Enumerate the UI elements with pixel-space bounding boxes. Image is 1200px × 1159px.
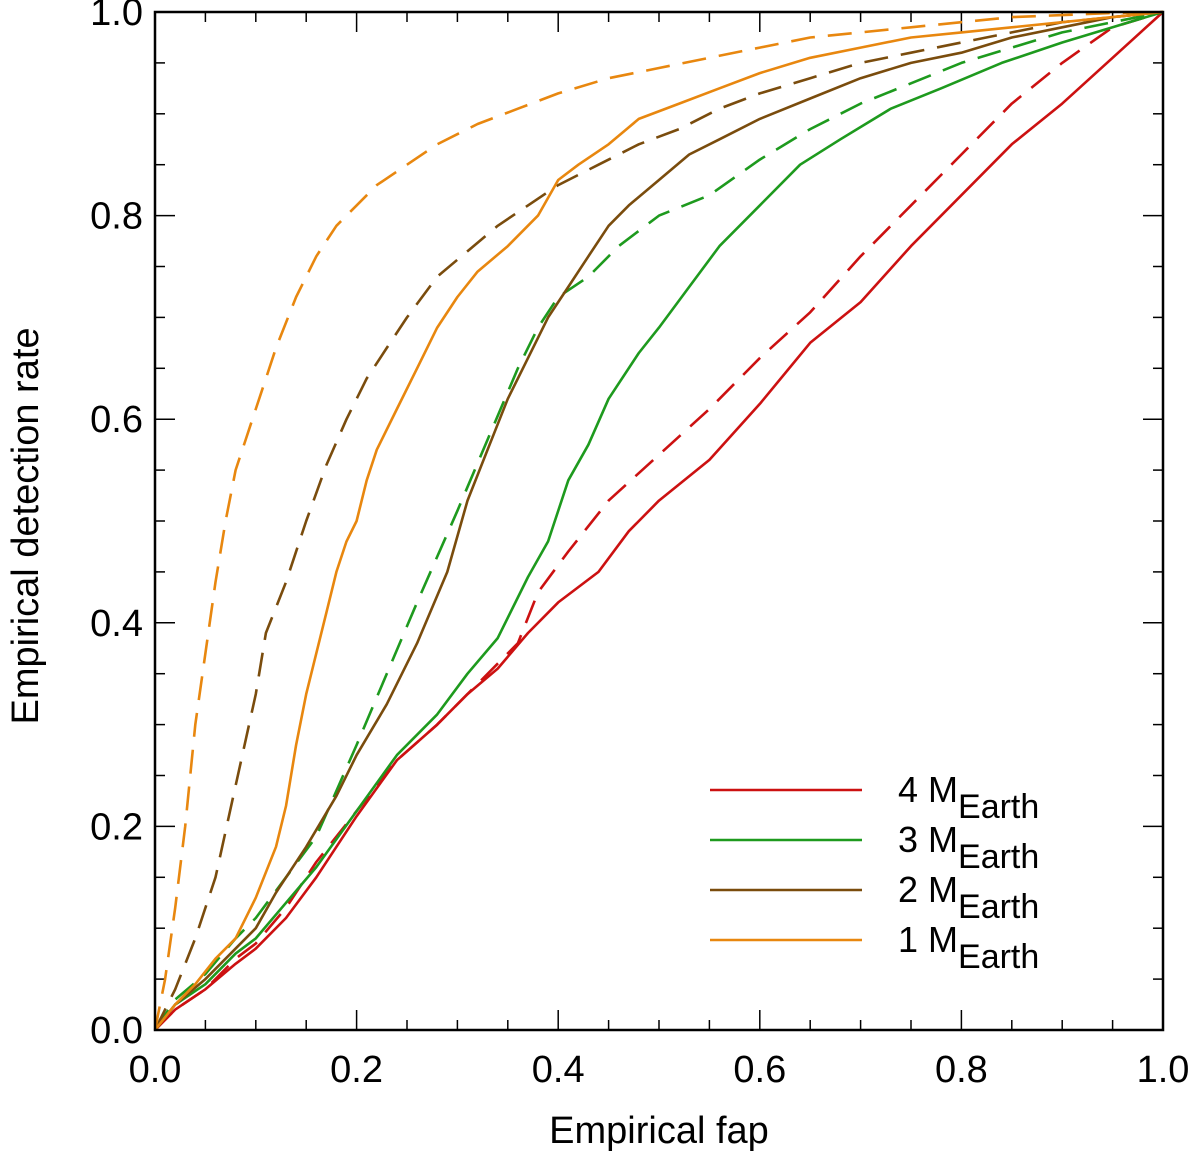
legend-label-main: 2 M	[898, 869, 958, 910]
legend-label: 2 MEarth	[898, 869, 1039, 926]
y-tick-label: 0.6	[90, 399, 143, 441]
plot-frame	[153, 10, 1165, 1032]
legend-label-subscript: Earth	[958, 938, 1039, 976]
y-axis-title: Empirical detection rate	[5, 327, 47, 724]
series-line-dashed	[154, 10, 1164, 1031]
series-line-solid	[153, 10, 1164, 1031]
series-layer	[153, 10, 1164, 1031]
series-line-solid	[153, 10, 1164, 1031]
x-tick-label: 0.2	[330, 1049, 383, 1091]
legend-label: 1 MEarth	[898, 919, 1039, 976]
series-line-dashed	[153, 10, 1164, 1031]
legend-label-main: 3 M	[898, 819, 958, 860]
tick-labels: 0.0 0.2 0.4 0.6 0.8 1.0 0.0 0.2 0.4 0.6 0.8 1.0	[90, 0, 1189, 1091]
x-axis-title: Empirical fap	[549, 1110, 769, 1152]
x-tick-label: 1.0	[1137, 1049, 1190, 1091]
legend-label: 3 MEarth	[898, 819, 1039, 876]
legend-label: 4 MEarth	[898, 769, 1039, 826]
legend-label-subscript: Earth	[958, 888, 1039, 926]
y-tick-label: 0.8	[90, 196, 143, 238]
legend-label-main: 1 M	[898, 919, 958, 960]
x-tick-label: 0.4	[532, 1049, 585, 1091]
x-tick-label: 0.8	[935, 1049, 988, 1091]
legend-label-subscript: Earth	[958, 838, 1039, 876]
y-tick-label: 1.0	[90, 0, 143, 34]
y-tick-label: 0.4	[90, 603, 143, 645]
legend-label-subscript: Earth	[958, 788, 1039, 826]
series-line-solid	[153, 10, 1164, 1031]
series-line-solid	[154, 11, 1164, 1031]
legend-label-main: 4 M	[898, 769, 958, 810]
x-tick-label: 0.6	[733, 1049, 786, 1091]
series-line-dashed	[153, 10, 1164, 1031]
y-tick-label: 0.2	[90, 806, 143, 848]
x-tick-label: 0.0	[129, 1049, 182, 1091]
series-line-dashed	[153, 10, 1164, 1031]
y-tick-label: 0.0	[90, 1010, 143, 1052]
